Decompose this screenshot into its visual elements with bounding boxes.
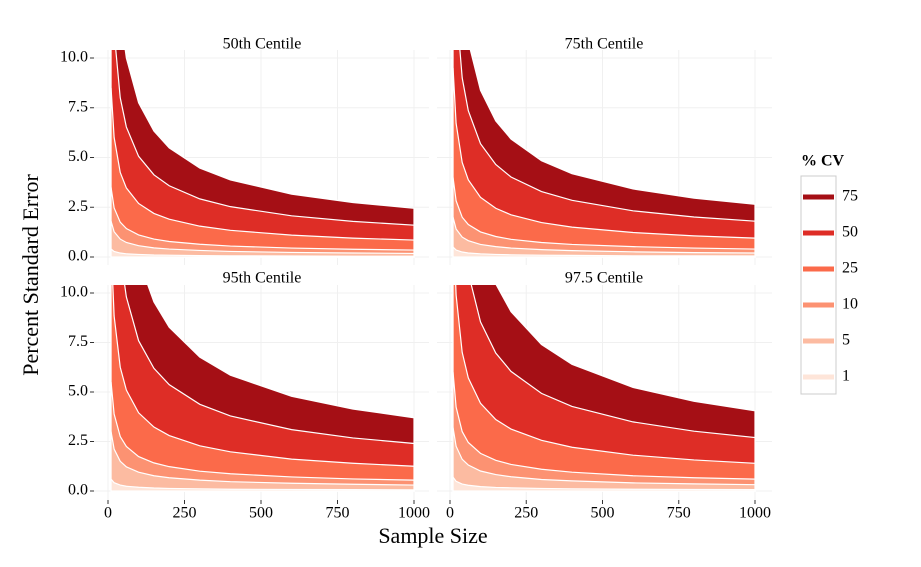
facet-title: 75th Centile bbox=[565, 36, 644, 53]
x-tick-label: 500 bbox=[591, 505, 615, 522]
legend-title: % CV bbox=[801, 153, 845, 170]
legend-label: 5 bbox=[842, 332, 850, 349]
y-tick-label: 10.0 bbox=[60, 284, 88, 301]
x-tick-label: 1000 bbox=[739, 505, 771, 522]
y-tick-label: 10.0 bbox=[60, 49, 88, 66]
y-tick-label: 7.5 bbox=[68, 333, 88, 350]
panel bbox=[452, 285, 756, 492]
area bbox=[110, 221, 415, 258]
x-tick-label: 500 bbox=[249, 505, 273, 522]
facet-title: 95th Centile bbox=[223, 270, 302, 287]
panel bbox=[452, 50, 756, 258]
legend-key bbox=[803, 338, 834, 344]
y-tick-label: 2.5 bbox=[68, 432, 88, 449]
legend-label: 50 bbox=[842, 224, 858, 241]
y-tick-label: 7.5 bbox=[68, 98, 88, 115]
panel bbox=[110, 285, 415, 492]
y-tick-label: 5.0 bbox=[68, 148, 88, 165]
area bbox=[452, 50, 756, 258]
x-tick-label: 250 bbox=[514, 505, 538, 522]
x-tick-label: 0 bbox=[446, 505, 454, 522]
facet-title: 97.5 Centile bbox=[565, 270, 643, 287]
y-tick-label: 2.5 bbox=[68, 198, 88, 215]
legend-box bbox=[800, 175, 837, 395]
panel bbox=[110, 50, 415, 258]
x-tick-label: 750 bbox=[326, 505, 350, 522]
x-tick-label: 250 bbox=[173, 505, 197, 522]
y-tick-label: 5.0 bbox=[68, 383, 88, 400]
legend-label: 25 bbox=[842, 260, 858, 277]
y-tick-label: 0.0 bbox=[68, 248, 88, 265]
area bbox=[452, 475, 756, 492]
y-tick-label: 0.0 bbox=[68, 482, 88, 499]
area bbox=[452, 427, 756, 492]
area bbox=[110, 431, 415, 492]
area bbox=[452, 217, 756, 258]
x-tick-label: 750 bbox=[667, 505, 691, 522]
legend-label: 10 bbox=[842, 296, 858, 313]
legend-label: 1 bbox=[842, 368, 850, 385]
y-axis-label: Percent Standard Error bbox=[18, 174, 43, 376]
legend-key bbox=[803, 302, 834, 308]
x-tick-label: 0 bbox=[104, 505, 112, 522]
legend-key bbox=[803, 194, 834, 200]
legend-label: 75 bbox=[842, 188, 858, 205]
area bbox=[452, 285, 756, 492]
x-tick-label: 1000 bbox=[398, 505, 430, 522]
facet-title: 50th Centile bbox=[223, 36, 302, 53]
area bbox=[110, 50, 415, 258]
area bbox=[110, 477, 415, 492]
legend-key bbox=[803, 374, 834, 380]
legend-key bbox=[803, 266, 834, 272]
area bbox=[110, 285, 415, 492]
x-axis-label: Sample Size bbox=[378, 523, 487, 548]
area bbox=[110, 247, 415, 258]
legend-key bbox=[803, 230, 834, 236]
area bbox=[452, 245, 756, 258]
